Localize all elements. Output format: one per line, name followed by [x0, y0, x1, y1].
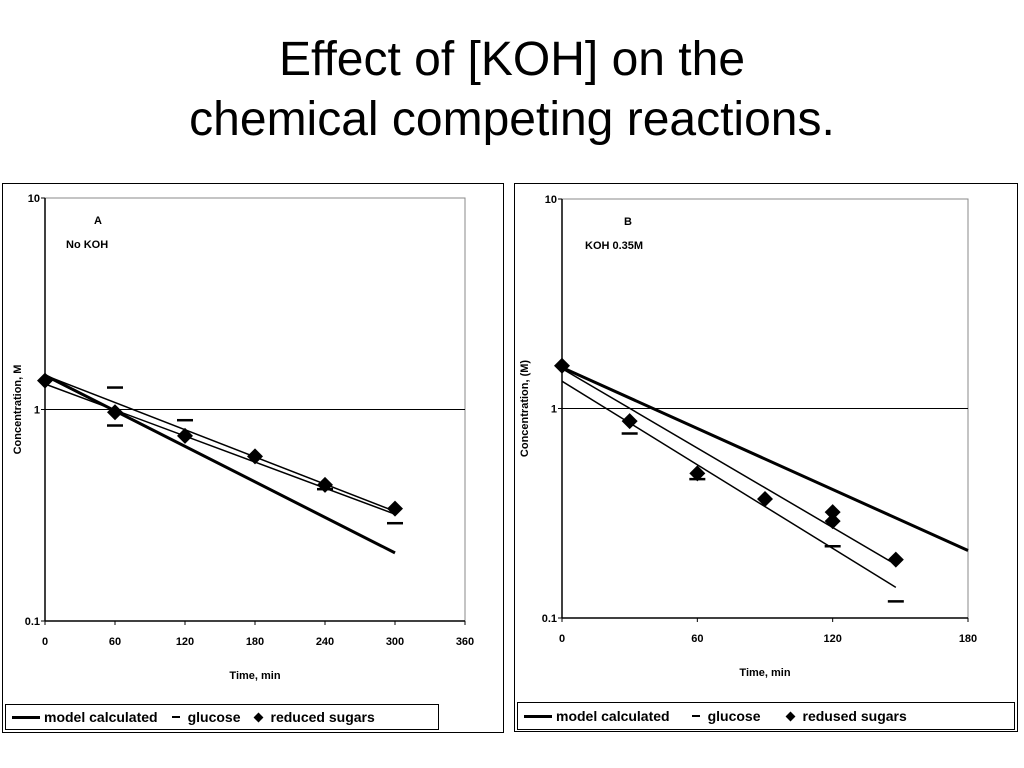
legend-sugars-label: reduced sugars	[270, 709, 375, 725]
legend-dash-swatch	[691, 715, 700, 717]
x-tick-label: 300	[386, 636, 404, 648]
legend-model-item: model calculated	[12, 709, 158, 725]
x-tick-label: 360	[456, 636, 474, 648]
y-tick-label: 1	[551, 404, 557, 416]
legend-line-swatch	[12, 715, 40, 719]
legend-model-label: model calculated	[44, 709, 158, 725]
x-tick-label: 180	[959, 633, 977, 645]
legend-sugars-item: redused sugars	[779, 708, 907, 724]
y-tick-label: 0.1	[25, 616, 40, 628]
model-line	[561, 366, 969, 552]
reduced-sugars-point	[757, 490, 773, 507]
reduced-sugars-point	[887, 551, 904, 568]
x-tick-label: 0	[559, 633, 565, 645]
reduced-sugars-point	[37, 372, 53, 389]
legend-diamond-swatch	[253, 712, 263, 722]
legend-model-item: model calculated	[524, 708, 670, 724]
legend-glucose-item: glucose	[164, 709, 241, 725]
reduced-sugars-point	[554, 357, 570, 374]
fit-line	[561, 380, 897, 589]
y-tick-label: 1	[34, 405, 40, 417]
reduced-sugars-point	[824, 513, 841, 530]
reduced-sugars-point	[621, 413, 638, 430]
x-axis-label: Time, min	[229, 670, 280, 682]
x-tick-label: 240	[316, 636, 334, 648]
chart-panel-a: 10 1 0.1 0 60 120 180 240 300 360 Time, min Concent…	[2, 183, 504, 733]
reduced-sugars-point	[824, 504, 841, 521]
page-title: Effect of [KOH] on the chemical competin…	[0, 30, 1024, 150]
x-tick-label: 60	[109, 636, 121, 648]
reduced-sugars-point	[247, 448, 263, 465]
chart-panel-b: 10 1 0.1 0 60 120 180 Time, min Concentration, (…	[514, 183, 1018, 732]
panel-annotation: No KOH	[66, 239, 108, 251]
fit-line	[44, 374, 396, 513]
legend-diamond-swatch	[785, 711, 795, 721]
legend-model-label: model calculated	[556, 708, 670, 724]
x-tick-label: 0	[42, 636, 48, 648]
legend-line-swatch	[524, 714, 552, 718]
panel-letter: A	[94, 215, 102, 227]
legend-glucose-label: glucose	[707, 708, 761, 724]
y-tick-label: 0.1	[542, 613, 557, 625]
reduced-sugars-point	[387, 500, 403, 517]
legend-sugars-item: reduced sugars	[247, 709, 375, 725]
legend-glucose-item: glucose	[684, 708, 761, 724]
legend-glucose-label: glucose	[187, 709, 241, 725]
y-tick-label: 10	[28, 193, 40, 205]
x-axis-label: Time, min	[739, 667, 790, 679]
x-tick-label: 180	[246, 636, 264, 648]
title-line-2: chemical competing reactions.	[189, 93, 835, 146]
reduced-sugars-point	[177, 427, 193, 444]
fit-line	[561, 367, 897, 566]
x-tick-label: 60	[691, 633, 703, 645]
chart-b-legend: model calculated glucose redused sugars	[517, 702, 1015, 730]
chart-b-plot: 10 1 0.10 60 120 180 Time, min Concentration, (…	[519, 194, 977, 679]
reduced-sugars-point	[317, 476, 333, 493]
chart-a-plot: 10 1 0.10 60 120 180 240 300 360 Time, min Concent…	[12, 193, 474, 682]
y-tick-label: 10	[545, 194, 557, 206]
fit-line	[44, 383, 396, 515]
title-line-1: Effect of [KOH] on the	[278, 33, 746, 86]
y-axis-label: Concentration, (M)	[519, 360, 531, 457]
panel-letter: B	[624, 216, 632, 228]
y-axis-label: Concentration, M	[12, 365, 24, 455]
chart-a-legend: model calculated glucose reduced sugars	[5, 704, 439, 730]
reduced-sugars-point	[689, 465, 706, 482]
panel-annotation: KOH 0.35M	[585, 240, 643, 252]
reduced-sugars-point	[107, 404, 123, 421]
legend-dash-swatch	[171, 716, 180, 718]
x-tick-label: 120	[823, 633, 841, 645]
legend-sugars-label: redused sugars	[802, 708, 907, 724]
x-tick-label: 120	[176, 636, 194, 648]
